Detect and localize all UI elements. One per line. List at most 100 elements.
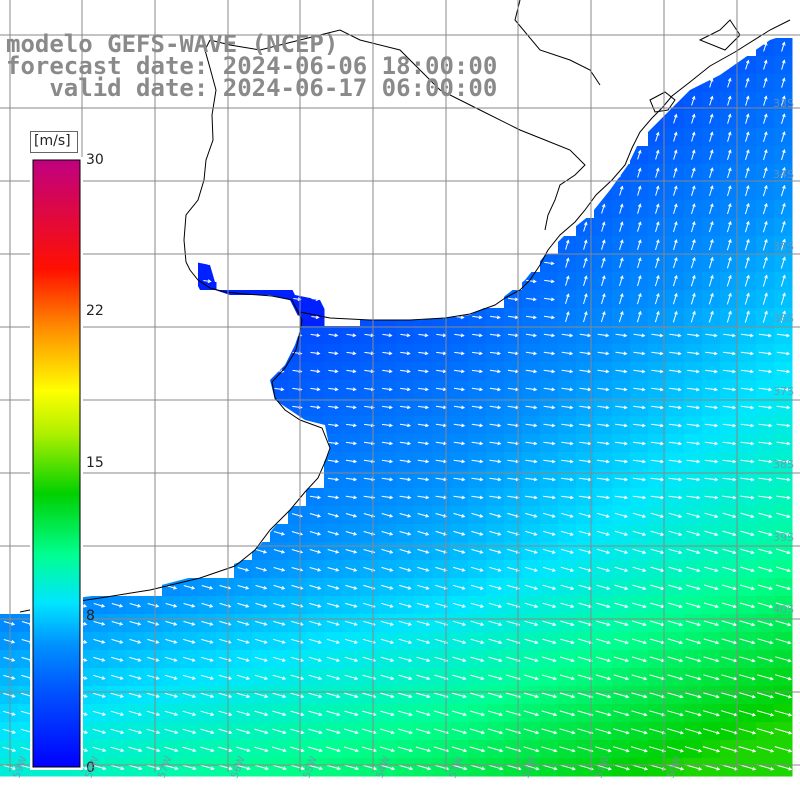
wind-arrow [583,293,588,305]
wind-arrow [686,566,701,573]
wind-arrow [345,477,358,482]
wind-arrow [686,441,701,446]
wind-arrow [129,638,142,644]
wind-arrow [691,113,696,124]
wind-arrow [721,584,737,591]
wind-arrow [326,692,341,698]
wind-arrow [453,530,466,536]
wind-arrow [218,710,233,716]
wind-arrow [165,638,178,644]
wind-arrow [128,728,143,734]
wind-arrow [236,692,251,698]
wind-arrow [561,459,574,464]
wind-arrow [472,333,483,338]
wind-arrow [744,256,750,269]
wind-arrow [452,656,467,662]
wind-arrow [543,423,556,428]
wind-arrow [469,710,486,717]
wind-arrow [704,405,719,410]
wind-arrow [417,459,430,464]
wind-arrow [560,620,575,626]
wind-arrow [272,692,287,698]
wind-arrow [651,405,664,410]
wind-arrow [740,351,755,356]
wind-arrow [560,566,575,572]
colorbar-unit: [m/s] [34,133,71,149]
wind-arrow [523,674,539,681]
wind-arrow [273,602,286,608]
wind-arrow [595,638,611,645]
wind-arrow [543,477,556,482]
wind-arrow [722,405,737,410]
wind-arrow [614,566,629,572]
wind-arrow [236,710,251,716]
wind-arrow [526,315,537,320]
wind-arrow [2,710,16,716]
wind-arrow [632,602,647,609]
wind-arrow [704,530,719,536]
wind-arrow [146,710,161,716]
wind-arrow [632,477,647,482]
wind-arrow [758,405,773,410]
wind-arrow [542,566,556,572]
wind-arrow [672,274,678,287]
wind-arrow [290,728,305,735]
wind-arrow [673,167,678,178]
wind-arrow [417,548,430,554]
wind-arrow [398,674,413,680]
wind-arrow [727,167,732,178]
wind-arrow [327,549,340,554]
wind-arrow [632,620,647,627]
wind-arrow [488,674,503,681]
wind-arrow [380,692,395,698]
wind-arrow [452,602,466,608]
wind-arrow [740,548,755,555]
wind-arrow [757,638,774,645]
wind-arrow [744,274,750,287]
wind-arrow [613,728,630,735]
wind-arrow [398,656,413,662]
wind-arrow [542,548,556,554]
wind-arrow [668,441,683,446]
wind-arrow [632,566,647,572]
wind-arrow [507,548,520,554]
wind-arrow [690,274,696,287]
wind-arrow [218,692,233,698]
wind-arrow [775,602,792,609]
wind-arrow [346,387,357,392]
wind-arrow [398,692,413,699]
wind-arrow [708,292,714,305]
wind-arrow [489,441,502,446]
wind-arrow [704,512,719,518]
wind-arrow [631,710,648,717]
wind-arrow [382,351,393,356]
wind-arrow [471,387,484,392]
wind-arrow [327,602,340,608]
wind-arrow [201,602,214,608]
wind-arrow [417,513,430,518]
wind-arrow [637,203,642,214]
wind-arrow [780,184,786,197]
wind-arrow [3,692,16,698]
wind-arrow [362,728,377,735]
wind-arrow [182,674,197,680]
wind-arrow [614,512,628,518]
wind-arrow [452,692,467,699]
wind-arrow [686,495,701,500]
wind-arrow [309,495,322,500]
wind-arrow [776,351,791,356]
wind-arrow [399,423,412,428]
wind-arrow [489,387,502,392]
wind-arrow [381,495,394,500]
wind-arrow [613,656,630,663]
wind-arrow [380,638,395,644]
wind-arrow [686,512,701,518]
wind-arrow [691,131,696,142]
wind-arrow [776,405,791,410]
wind-arrow [218,728,233,734]
wind-arrow [254,746,269,753]
wind-arrow [328,423,339,428]
wind-arrow [561,495,574,500]
wind-arrow [328,369,339,374]
wind-arrow [271,764,287,771]
